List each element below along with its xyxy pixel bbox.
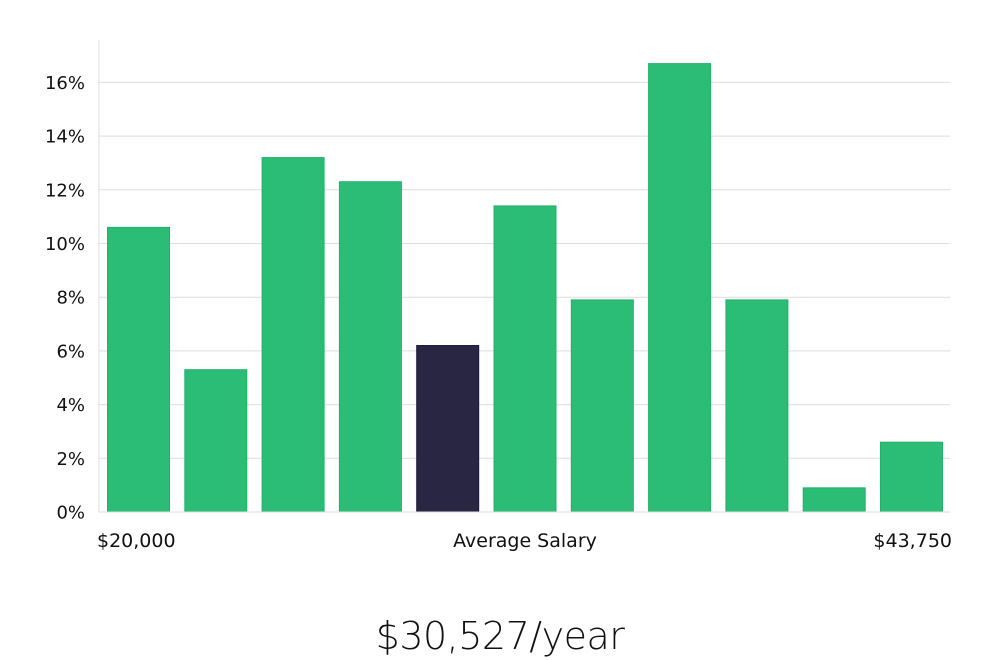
x-axis-title: Average Salary (453, 530, 597, 552)
y-tick-label: 8% (56, 288, 85, 309)
y-tick-label: 6% (56, 341, 85, 362)
x-axis-start-label: $20,000 (97, 530, 176, 552)
y-tick-label: 0% (56, 503, 85, 524)
y-tick-label: 10% (45, 234, 85, 255)
y-axis-ticks: 0% 2% 4% 6% 8% 10% 12% 14% 16% (45, 73, 85, 524)
highlighted-bar (416, 345, 480, 513)
y-tick-label: 12% (45, 180, 85, 201)
y-tick-label: 4% (56, 395, 85, 416)
salary-histogram: 0% 2% 4% 6% 8% 10% 12% 14% 16% $20,000 Average S… (45, 40, 952, 552)
bar (338, 181, 402, 513)
average-salary-figure: $30,527/year (375, 614, 625, 658)
y-tick-label: 14% (45, 127, 85, 148)
y-tick-label: 2% (56, 449, 85, 470)
bar (880, 441, 943, 513)
x-axis-end-label: $43,750 (873, 530, 952, 552)
bar (725, 299, 789, 513)
bar (493, 205, 557, 513)
bars (107, 63, 943, 513)
bar (184, 369, 248, 513)
y-tick-label: 16% (45, 73, 85, 94)
bar (261, 157, 325, 513)
bar (648, 63, 712, 513)
bar (107, 226, 170, 513)
bar (802, 487, 866, 513)
bar (570, 299, 634, 513)
